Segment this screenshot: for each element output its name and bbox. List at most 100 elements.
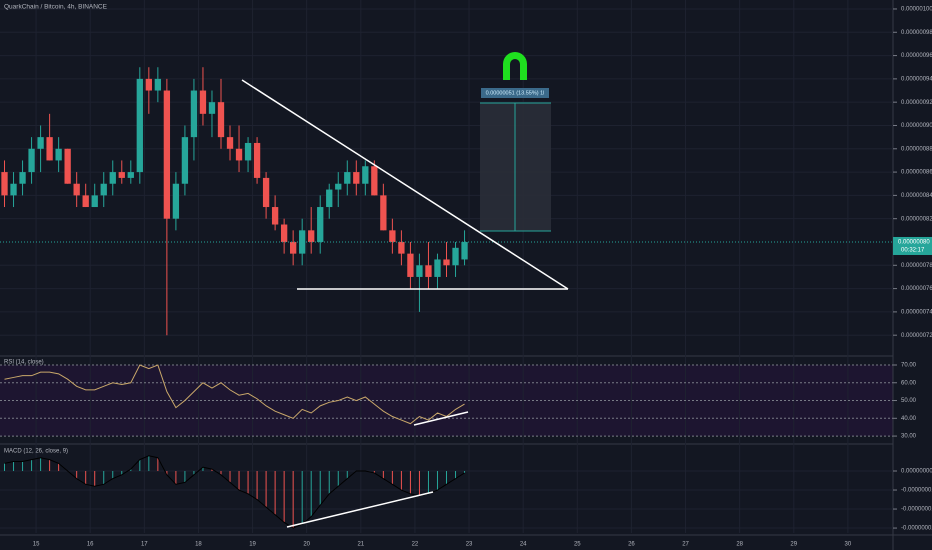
macd-title: MACD (12, 26, close, 9) xyxy=(4,449,68,455)
candle-body xyxy=(416,265,423,277)
candle-body xyxy=(407,253,414,277)
candle-body xyxy=(452,247,459,266)
y-tick-label: -0.00000001 xyxy=(901,488,932,494)
candle-body xyxy=(380,195,387,231)
trend-line xyxy=(241,79,569,290)
x-tick-label: 21 xyxy=(357,542,364,548)
x-tick-label: 24 xyxy=(520,542,527,548)
macd-divergence-line xyxy=(286,491,434,528)
candle-body xyxy=(55,148,62,161)
candle-body xyxy=(118,172,125,178)
candle-body xyxy=(64,148,71,184)
x-tick-label: 23 xyxy=(466,542,473,548)
candle-body xyxy=(317,207,324,242)
x-tick-label: 19 xyxy=(249,542,256,548)
x-tick-label: 30 xyxy=(845,542,852,548)
x-tick-label: 16 xyxy=(87,542,94,548)
candle-body xyxy=(262,177,270,208)
x-tick-label: 17 xyxy=(141,542,148,548)
y-tick-label: 0.00000074 xyxy=(901,309,932,315)
candle-body xyxy=(244,142,252,161)
y-tick-label: 0.00000086 xyxy=(901,170,932,176)
x-tick-label: 22 xyxy=(412,542,419,548)
y-tick-label: -0.00000001 xyxy=(901,507,932,513)
candle-body xyxy=(109,172,116,184)
y-tick-label: 30.00 xyxy=(901,434,917,440)
chart-title: QuarkChain / Bitcoin, 4h, BINANCE xyxy=(4,4,108,11)
x-tick-label: 27 xyxy=(682,542,689,548)
y-tick-label: 0.00000094 xyxy=(901,76,932,82)
candle-body xyxy=(163,90,171,219)
candle-body xyxy=(172,183,180,219)
candle-body xyxy=(443,259,450,266)
candle-body xyxy=(181,137,189,184)
x-tick-label: 25 xyxy=(574,542,581,548)
candle-body xyxy=(398,241,405,254)
y-tick-label: 0.00000084 xyxy=(901,193,932,199)
candle-body xyxy=(10,183,17,196)
y-tick-label: 0.00000078 xyxy=(901,263,932,269)
marks xyxy=(0,0,893,533)
countdown: 00:32:17 xyxy=(901,248,925,254)
y-tick-label: 0.00000082 xyxy=(901,216,932,222)
candle-body xyxy=(271,207,279,225)
candle-body xyxy=(91,195,98,208)
rsi-line xyxy=(4,364,465,425)
y-tick-label: 60.00 xyxy=(901,380,917,386)
candle-body xyxy=(217,102,225,138)
candle-body xyxy=(190,90,198,138)
candle-body xyxy=(73,183,80,196)
candle-body xyxy=(37,137,44,149)
y-tick-label: 0.00000090 xyxy=(901,123,932,129)
y-tick-label: 0.00000072 xyxy=(901,333,932,339)
x-tick-label: 26 xyxy=(628,542,635,548)
candle-body xyxy=(226,137,234,149)
candle-body xyxy=(308,230,315,242)
candle-body xyxy=(461,241,468,260)
y-tick-label: 0.00000088 xyxy=(901,146,932,152)
x-tick-label: 15 xyxy=(33,542,40,548)
candle-body xyxy=(145,78,152,91)
position-label-box xyxy=(481,88,549,98)
candle-body xyxy=(127,172,134,178)
candle-body xyxy=(299,230,306,254)
candle-body xyxy=(280,224,288,242)
y-tick-label: -0.00000002 xyxy=(901,526,932,532)
y-tick-label: 0.00000096 xyxy=(901,53,932,59)
y-tick-label: 50.00 xyxy=(901,398,917,404)
candle-body xyxy=(136,78,143,173)
y-tick-label: 0.00000076 xyxy=(901,286,932,292)
candle-body xyxy=(28,148,35,173)
candle-body xyxy=(434,259,441,277)
candle-body xyxy=(289,241,297,254)
candle-body xyxy=(371,166,378,196)
rsi-divergence-line xyxy=(413,411,469,426)
candle-body xyxy=(82,195,89,208)
candle-body xyxy=(425,265,432,277)
rsi-title: RSI (14, close) xyxy=(4,360,44,366)
last-price-tag xyxy=(893,236,932,255)
candle-body xyxy=(46,137,53,161)
y-tick-label: 0.00000092 xyxy=(901,100,932,106)
candle-body xyxy=(353,172,360,184)
candle-body xyxy=(362,166,369,184)
candle-body xyxy=(199,90,207,114)
macd-line xyxy=(4,455,465,529)
candle-body xyxy=(100,183,107,196)
x-tick-label: 20 xyxy=(303,542,310,548)
y-tick-label: 40.00 xyxy=(901,416,917,422)
candle-body xyxy=(335,183,342,190)
x-tick-label: 18 xyxy=(195,542,202,548)
candle-body xyxy=(389,230,396,242)
y-tick-label: 0.00000100 xyxy=(901,7,932,13)
y-tick-label: 0.00000098 xyxy=(901,30,932,36)
candle-body xyxy=(154,78,162,91)
y-tick-label: 70.00 xyxy=(901,363,917,369)
candle-body xyxy=(208,102,216,114)
candle-body xyxy=(326,189,333,208)
x-tick-label: 28 xyxy=(736,542,743,548)
last-price-label: 0.00000080 xyxy=(898,240,930,246)
candle-body xyxy=(1,172,8,196)
